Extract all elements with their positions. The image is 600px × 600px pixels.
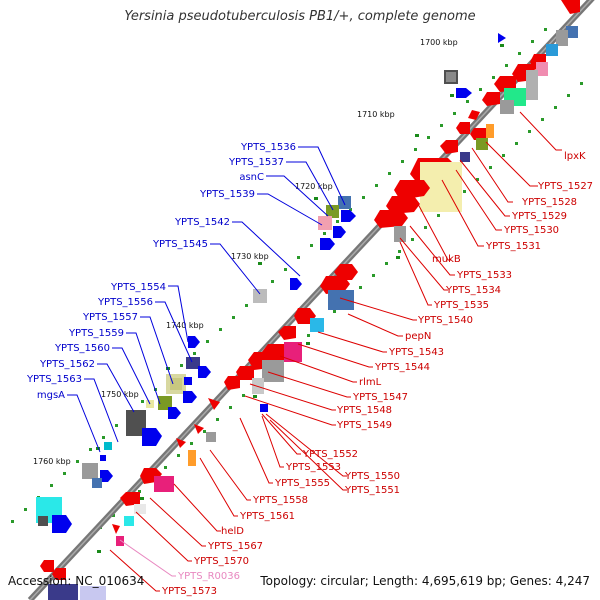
- gene-label: YPTS_1557: [82, 312, 138, 323]
- gene-label: YPTS_1528: [521, 197, 577, 208]
- gene-label: YPTS_1537: [228, 157, 284, 168]
- gene-label: YPTS_1534: [445, 285, 501, 296]
- gene-label: YPTS_1540: [417, 315, 473, 326]
- gene-label: YPTS_1544: [374, 362, 430, 373]
- gene-label: YPTS_1554: [110, 282, 166, 293]
- gene-label: YPTS_1552: [302, 449, 358, 460]
- gene-label: rlmL: [359, 377, 382, 388]
- gene-label: YPTS_1573: [161, 586, 217, 597]
- gene-label: YPTS_1563: [26, 374, 82, 385]
- gene-label: YPTS_1530: [503, 225, 559, 236]
- accession-text: Accession: NC_010634: [8, 574, 145, 588]
- gene-label: mgsA: [37, 390, 65, 401]
- gene-label: YPTS_1561: [239, 511, 295, 522]
- leader-lines-upper: [67, 146, 346, 453]
- tick-label: 1730 kbp: [231, 252, 269, 261]
- gene-label: YPTS_1559: [68, 328, 124, 339]
- features-plus-strand: [36, 33, 506, 533]
- genome-stats-text: Topology: circular; Length: 4,695,619 bp…: [260, 574, 590, 588]
- gene-label: YPTS_1547: [352, 392, 408, 403]
- gene-labels-lower: lpxK YPTS_1527 YPTS_1528 YPTS_1529 YPTS_…: [161, 151, 593, 597]
- gene-label: YPTS_1539: [199, 189, 255, 200]
- gene-label: YPTS_1542: [174, 217, 230, 228]
- gene-label: pepN: [405, 331, 431, 342]
- gene-label: YPTS_1570: [193, 556, 249, 567]
- tick-label: 1720 kbp: [295, 182, 333, 191]
- gene-label: YPTS_1527: [537, 181, 593, 192]
- gene-label: mukB: [432, 254, 461, 265]
- tick-label: 1700 kbp: [420, 38, 458, 47]
- gene-label: YPTS_1543: [388, 347, 444, 358]
- gene-label: YPTS_1533: [456, 270, 512, 281]
- gene-label: YPTS_1555: [274, 478, 330, 489]
- gene-label: YPTS_1545: [152, 239, 208, 250]
- gene-label: YPTS_1550: [344, 471, 400, 482]
- gene-label: YPTS_1535: [433, 300, 489, 311]
- tick-label: 1750 kbp: [101, 390, 139, 399]
- gene-label: YPTS_1553: [285, 462, 341, 473]
- gene-label: YPTS_1549: [336, 420, 392, 431]
- gene-label: YPTS_1556: [97, 297, 153, 308]
- map-title: Yersinia pseudotuberculosis PB1/+, compl…: [124, 9, 476, 24]
- gene-labels-upper: YPTS_1536 YPTS_1537 asnC YPTS_1539 YPTS_…: [26, 142, 296, 401]
- gene-label: lpxK: [564, 151, 586, 162]
- gene-label: YPTS_1529: [511, 211, 567, 222]
- gene-label: YPTS_R0036: [177, 571, 240, 582]
- leader-lines-lower: [109, 111, 562, 592]
- gene-label: asnC: [239, 172, 264, 183]
- tick-label: 1760 kbp: [33, 457, 71, 466]
- gene-label: YPTS_1548: [336, 405, 392, 416]
- gene-label: YPTS_1567: [207, 541, 263, 552]
- gene-label: YPTS_1558: [252, 495, 308, 506]
- gene-label: YPTS_1562: [39, 359, 95, 370]
- gene-label: YPTS_1551: [344, 485, 400, 496]
- gene-label: helD: [221, 526, 244, 537]
- gene-label: YPTS_1531: [485, 241, 541, 252]
- tick-label: 1710 kbp: [357, 110, 395, 119]
- gene-label: YPTS_1536: [240, 142, 296, 153]
- gene-label: YPTS_1560: [54, 343, 110, 354]
- features-minus-strand: [40, 0, 580, 600]
